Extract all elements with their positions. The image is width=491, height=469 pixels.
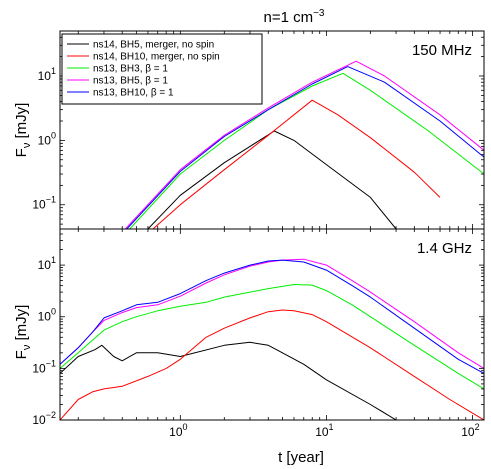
y-tick-label: 10−1 [32,195,56,212]
panel-label: 1.4 GHz [417,240,472,257]
series-line-1 [60,309,484,420]
y-tick-label: 10−2 [32,410,56,427]
series-line-0 [60,341,397,420]
legend-label: ns13, BH3, β = 1 [93,64,168,75]
y-tick-label: 100 [38,307,56,324]
legend-box [61,33,263,105]
legend-label: ns13, BH10, β = 1 [93,88,174,99]
plot-frame [59,228,485,421]
series-line-3 [124,60,484,229]
panel-1-4ghz: 10−2 10−1 100 101 100 101 102 1.4 GHz [32,228,485,439]
legend-label: ns14, BH5, merger, no spin [93,40,214,51]
legend-label: ns14, BH10, merger, no spin [93,52,220,63]
svg-text:Fν [mJy]: Fν [mJy] [13,103,33,158]
series-line-4 [126,66,484,229]
series-line-1 [152,99,441,229]
series-line-2 [129,72,484,229]
legend-label: ns13, BH5, β = 1 [93,76,168,87]
y-tick-label: 100 [38,130,56,147]
y-tick-label: 101 [38,66,56,83]
panel-150mhz: 10−1 100 101 150 MHz [32,30,485,230]
y-tick-label: 101 [38,255,56,272]
series-group [60,258,484,420]
x-axis-label: t [year] [278,449,324,466]
x-tick-label: 102 [461,422,479,439]
x-tick-label: 100 [169,422,187,439]
x-tick-label: 101 [315,422,333,439]
y-tick-label: 10−1 [32,358,56,375]
figure-title: n=1 cm−3 [263,8,324,26]
y-axis-label-bottom: Fν [mJy] [13,305,33,360]
y-axis-label-top: Fν [mJy] [13,103,33,158]
panel-label: 150 MHz [412,42,472,59]
series-line-4 [60,259,484,374]
series-group [124,60,484,229]
series-line-3 [60,258,484,369]
series-line-2 [60,284,484,390]
svg-text:Fν [mJy]: Fν [mJy] [13,305,33,360]
series-line-0 [147,130,397,229]
